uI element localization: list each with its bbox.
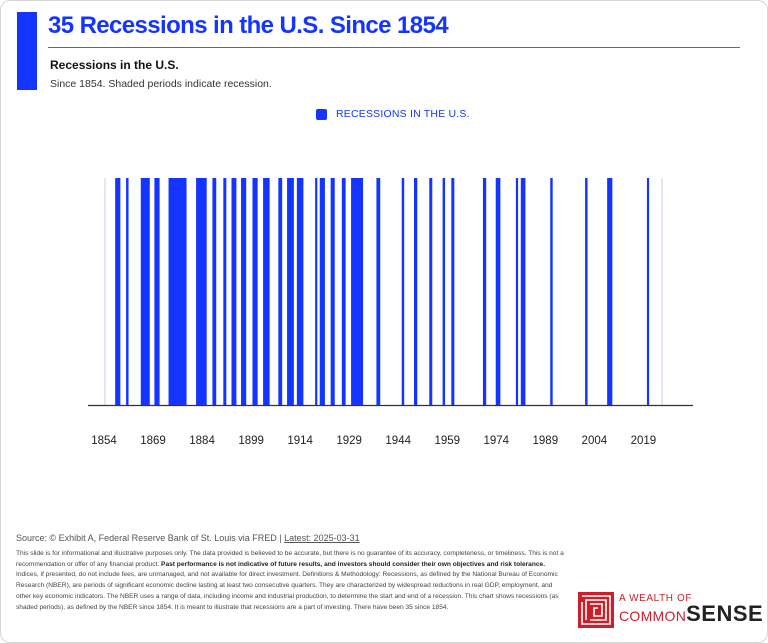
recession-bar [315, 178, 318, 405]
recession-bar [495, 178, 501, 405]
disclaimer: This slide is for informational and illu… [16, 549, 568, 613]
recession-bar [278, 178, 283, 405]
recession-bar [140, 178, 150, 405]
recession-bar [482, 178, 487, 405]
recession-bar [319, 178, 325, 405]
recession-bar [550, 178, 553, 405]
x-tick-label: 2004 [582, 435, 608, 447]
latest-date-link[interactable]: Latest: 2025-03-31 [284, 533, 360, 543]
recession-bar [351, 178, 364, 405]
recession-bar [520, 178, 526, 405]
disclaimer-text-2: Indices, if presented, do not include fe… [16, 571, 559, 611]
source-note: Source: © Exhibit A, Federal Reserve Ban… [16, 533, 360, 543]
disclaimer-text-1: This slide is for informational and illu… [16, 550, 564, 568]
recession-bar [451, 178, 455, 405]
title-accent-bar [17, 12, 37, 90]
recession-bar [296, 178, 304, 405]
recession-bar [154, 178, 160, 405]
recession-bar [646, 178, 650, 405]
recession-bar [376, 178, 381, 405]
recession-bar [330, 178, 335, 405]
recession-bar [126, 178, 129, 405]
recession-bar [212, 178, 217, 405]
recession-bar [115, 178, 121, 405]
x-tick-label: 1914 [287, 435, 313, 447]
recession-bar [429, 178, 433, 405]
recession-bar [263, 178, 270, 405]
recession-bar [196, 178, 207, 405]
disclaimer-bold: Past performance is not indicative of fu… [161, 560, 546, 568]
brand-common: COMMON [619, 608, 687, 624]
brand-sense: SENSE [686, 601, 764, 626]
title-divider [48, 47, 740, 48]
chart-subtitle: Recessions in the U.S. [50, 58, 179, 72]
source-text: Source: © Exhibit A, Federal Reserve Ban… [16, 533, 282, 543]
x-tick-label: 2019 [631, 435, 657, 447]
recession-bar [241, 178, 247, 405]
x-tick-label: 1869 [140, 435, 166, 447]
brand-logo: A WEALTH OF COMMONSENSE [578, 592, 763, 628]
chart-description: Since 1854. Shaded periods indicate rece… [50, 78, 272, 90]
recession-bar [168, 178, 187, 405]
recession-bar [414, 178, 418, 405]
recession-bar [252, 178, 258, 405]
recession-bar [515, 178, 519, 405]
x-tick-label: 1974 [483, 435, 509, 447]
recession-bar [223, 178, 227, 405]
x-tick-label: 1959 [434, 435, 460, 447]
recession-bar [341, 178, 346, 405]
recession-bar [442, 178, 446, 405]
x-tick-label: 1884 [189, 435, 215, 447]
recession-bar [287, 178, 294, 405]
recession-bar [231, 178, 237, 405]
legend-label: RECESSIONS IN THE U.S. [336, 108, 470, 120]
x-tick-label: 1989 [533, 435, 559, 447]
recession-bar [607, 178, 613, 405]
brand-line-2: COMMONSENSE [619, 601, 764, 627]
legend-swatch [316, 108, 327, 120]
x-tick-label: 1929 [336, 435, 362, 447]
maze-logo-icon [578, 592, 614, 628]
x-tick-label: 1899 [238, 435, 264, 447]
brand-wordmark: A WEALTH OF COMMONSENSE [619, 593, 763, 627]
recession-bar [401, 178, 405, 405]
chart-legend: RECESSIONS IN THE U.S. [316, 108, 470, 120]
brand-line-1: A WEALTH OF [619, 593, 693, 604]
page-title: 35 Recessions in the U.S. Since 1854 [48, 12, 449, 39]
x-tick-label: 1854 [91, 435, 117, 447]
x-tick-label: 1944 [385, 435, 411, 447]
recession-bar [585, 178, 588, 405]
